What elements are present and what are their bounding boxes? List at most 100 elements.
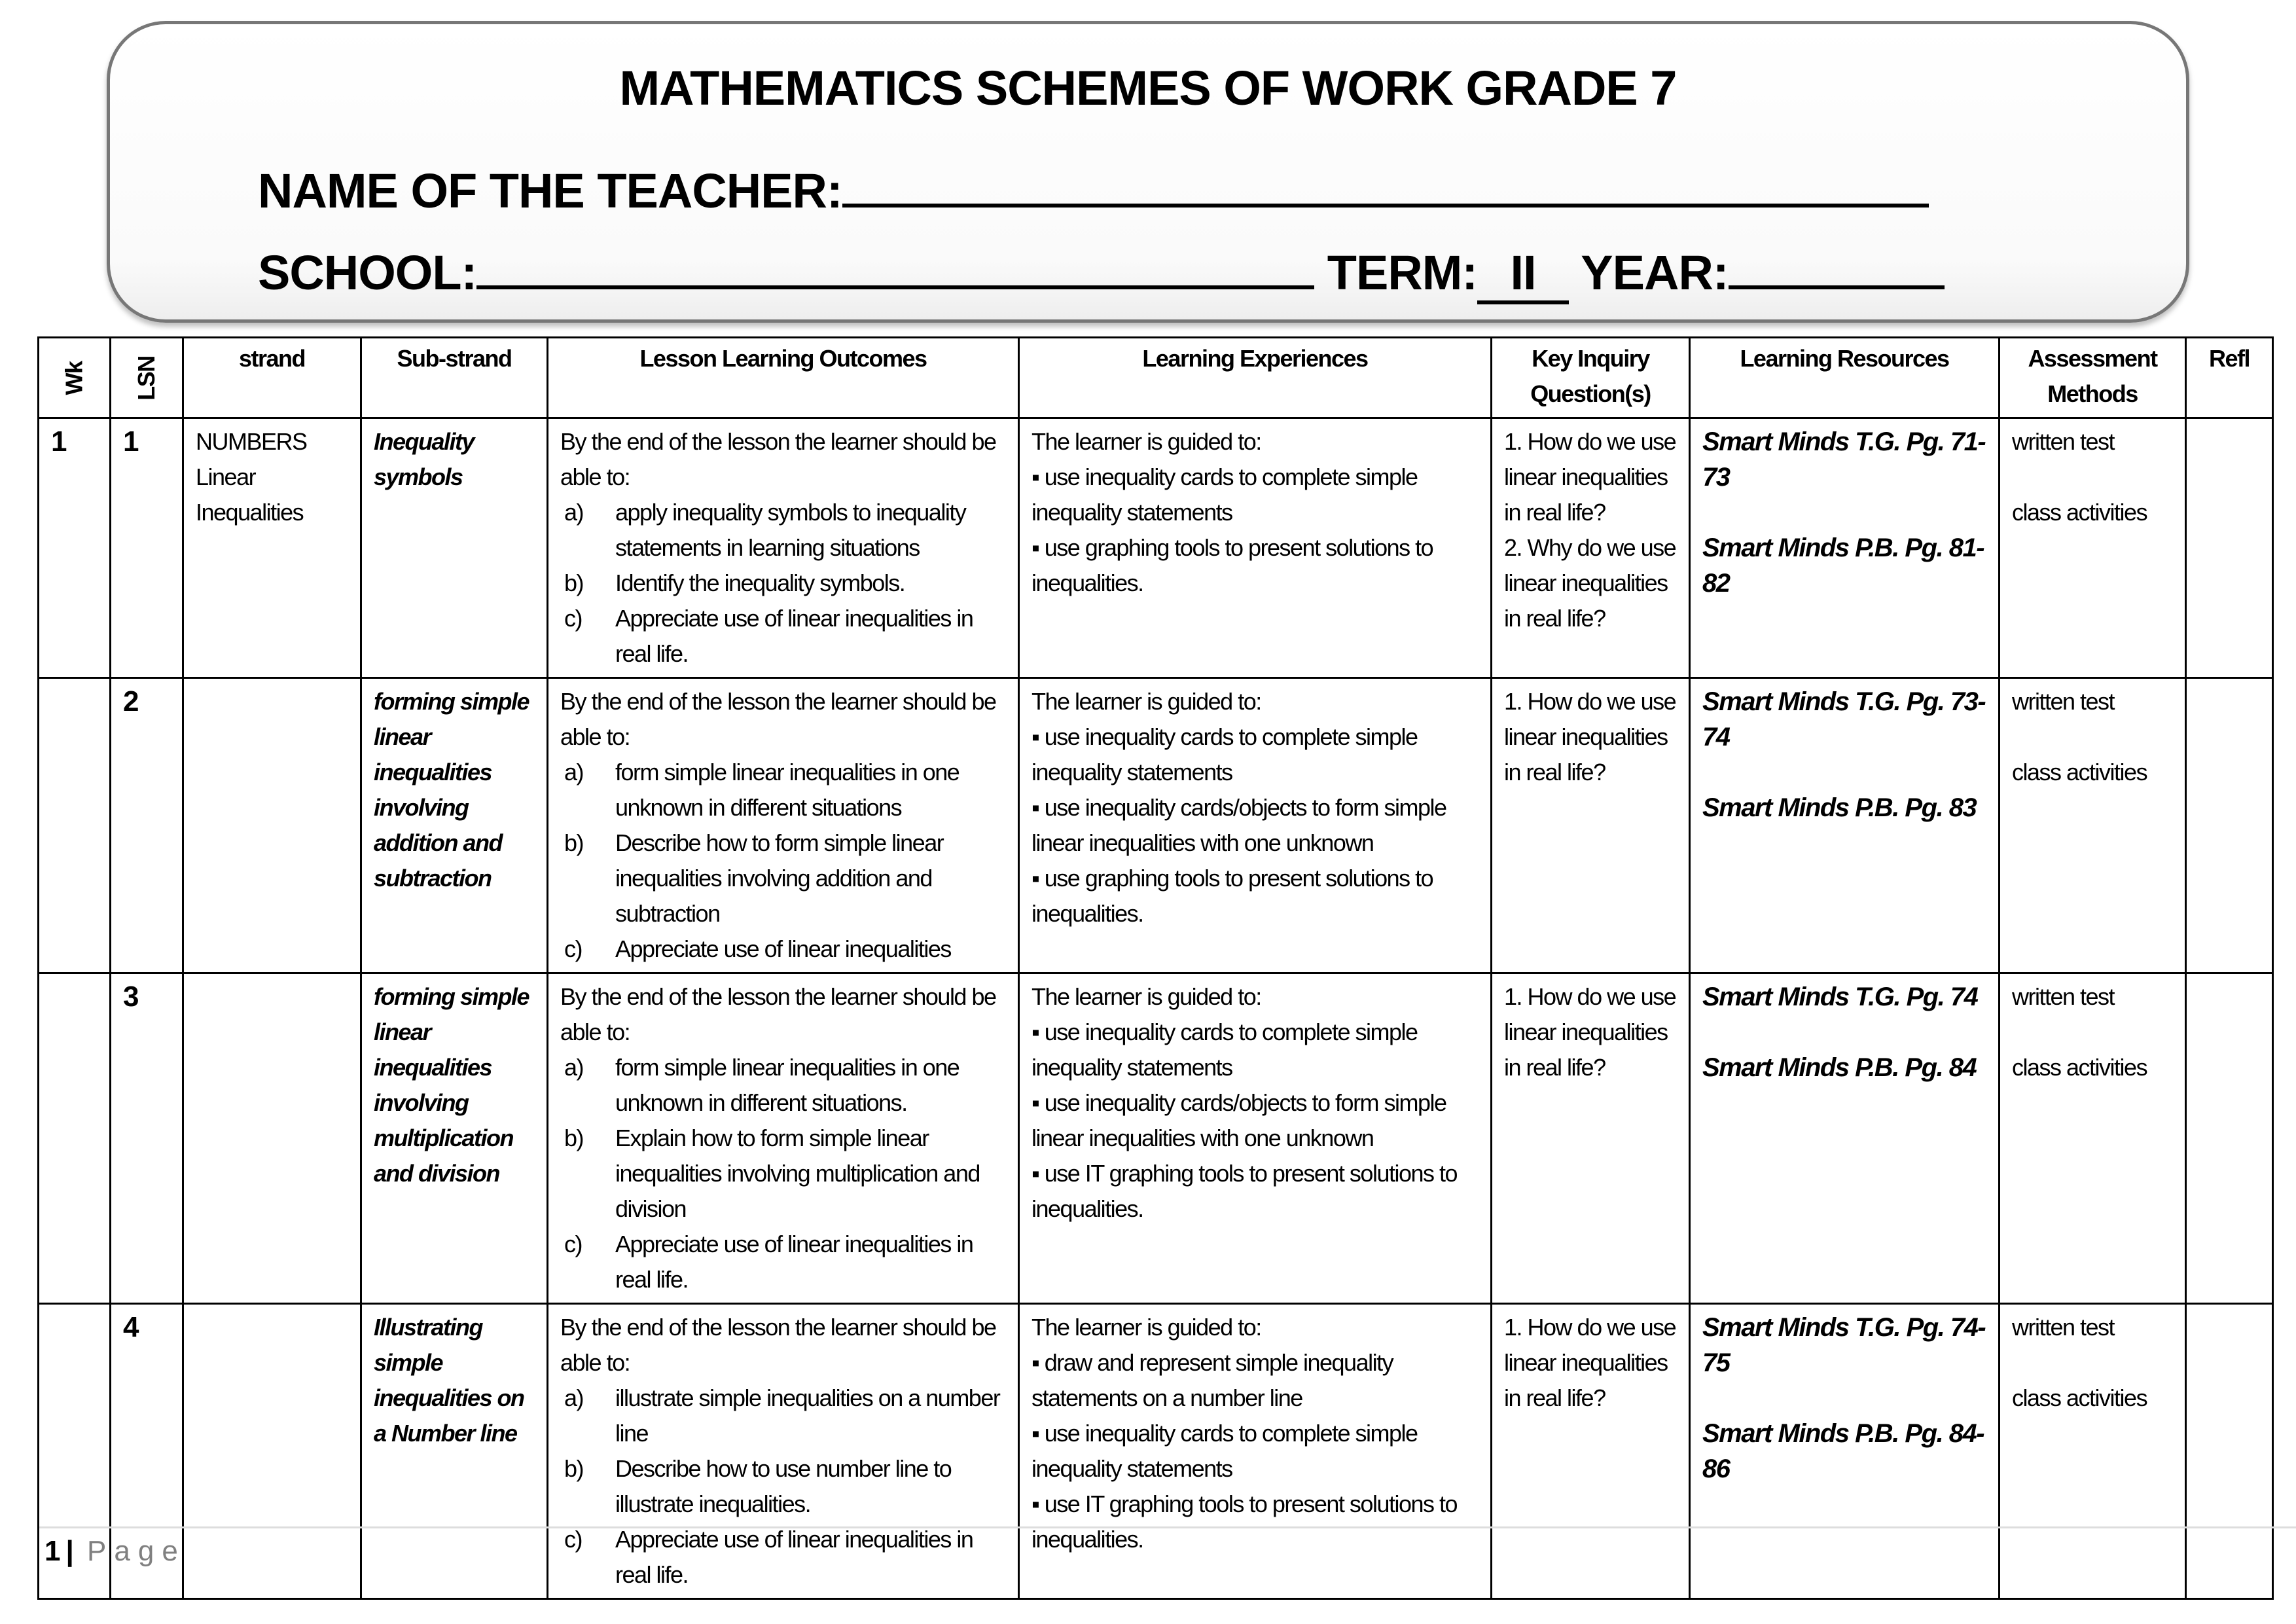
experience-item: ▪ use inequality cards to complete simpl… <box>1031 1015 1479 1085</box>
reflection-cell <box>2185 677 2274 974</box>
bullet-icon: ▪ <box>1031 865 1045 892</box>
outcome-item: b) Describe how to use number line to ill… <box>560 1451 1006 1522</box>
experiences-cell: The learner is guided to: ▪ use inequalit… <box>1018 972 1492 1305</box>
experiences-intro: The learner is guided to: <box>1031 428 1262 455</box>
bullet-icon: ▪ <box>1031 794 1045 821</box>
column-header-lsn: LSN <box>109 336 184 419</box>
header-row: Wk LSN strand Sub-strand Lesson Learning… <box>37 336 2274 419</box>
week-cell <box>37 1303 111 1600</box>
column-header-experiences: Learning Experiences <box>1018 336 1492 419</box>
assessment-cell: written test class activities <box>1998 1303 2187 1600</box>
experiences-cell: The learner is guided to: ▪ use inequalit… <box>1018 417 1492 679</box>
school-label: SCHOOL: <box>258 245 477 300</box>
resource-item: Smart Minds T.G. Pg. 73-74 <box>1702 687 1986 751</box>
strand-line: Inequalities <box>196 499 304 526</box>
assessment-cell: written test class activities <box>1998 677 2187 974</box>
lesson-cell: 2 <box>109 677 184 974</box>
assessment-item: written test <box>2012 688 2115 715</box>
experience-item: ▪ use graphing tools to present solution… <box>1031 530 1479 601</box>
resource-item: Smart Minds P.B. Pg. 84-86 <box>1702 1419 1985 1483</box>
outcome-text: Describe how to use number line to illus… <box>615 1455 952 1517</box>
strand-cell <box>182 1303 362 1600</box>
experience-text: use graphing tools to present solutions … <box>1031 865 1434 927</box>
experience-text: use graphing tools to present solutions … <box>1031 534 1434 596</box>
outcome-text: Appreciate use of linear inequalities <box>615 935 952 962</box>
week-cell <box>37 677 111 974</box>
outcome-label: c) <box>564 935 583 962</box>
bullet-icon: ▪ <box>1031 723 1045 750</box>
column-header-outcomes: Lesson Learning Outcomes <box>547 336 1020 419</box>
spacer <box>1702 1380 1986 1416</box>
year-label: YEAR: <box>1581 245 1729 300</box>
experience-text: use IT graphing tools to present solutio… <box>1031 1490 1458 1553</box>
resource-item: Smart Minds T.G. Pg. 71-73 <box>1702 427 1986 492</box>
resources-cell: Smart Minds T.G. Pg. 71-73 Smart Minds P.… <box>1689 417 2000 679</box>
bullet-icon: ▪ <box>1031 534 1045 561</box>
outcome-label: b) <box>564 829 584 856</box>
outcomes-intro: By the end of the lesson the learner sho… <box>560 428 997 490</box>
assessment-cell: written test class activities <box>1998 417 2187 679</box>
lesson-cell: 3 <box>109 972 184 1305</box>
experience-text: use inequality cards/objects to form sim… <box>1031 1089 1447 1151</box>
spacer <box>1702 495 1986 530</box>
bullet-icon: ▪ <box>1031 1420 1045 1447</box>
experience-item: ▪ use inequality cards to complete simpl… <box>1031 1416 1479 1487</box>
resource-item: Smart Minds T.G. Pg. 74-75 <box>1702 1313 1986 1377</box>
outcomes-intro: By the end of the lesson the learner sho… <box>560 1314 997 1376</box>
assessment-item: written test <box>2012 983 2115 1010</box>
page-separator: | <box>65 1535 74 1567</box>
column-header-resources: Learning Resources <box>1689 336 2000 419</box>
inquiry-question: 1. How do we use linear inequalities in … <box>1504 428 1677 526</box>
spacer <box>2012 460 2173 495</box>
table-row: 4 Illustrating simple inequalities on a N… <box>37 1303 2274 1600</box>
resources-cell: Smart Minds T.G. Pg. 74-75 Smart Minds P.… <box>1689 1303 2000 1600</box>
teacher-name-blank <box>842 166 1929 208</box>
experiences-intro: The learner is guided to: <box>1031 1314 1262 1341</box>
reflection-cell <box>2185 417 2274 679</box>
footer-divider <box>39 1526 2296 1528</box>
outcomes-cell: By the end of the lesson the learner sho… <box>547 677 1020 974</box>
scheme-of-work-table: Wk LSN strand Sub-strand Lesson Learning… <box>37 336 2274 1600</box>
week-cell <box>37 972 111 1305</box>
outcome-item: c) Appreciate use of linear inequalities … <box>560 601 1006 672</box>
assessment-item: written test <box>2012 1314 2115 1341</box>
reflection-cell <box>2185 1303 2274 1600</box>
bullet-icon: ▪ <box>1031 1019 1045 1045</box>
inquiry-question: 1. How do we use linear inequalities in … <box>1504 983 1677 1081</box>
outcome-label: a) <box>564 1384 584 1411</box>
page-footer: 1 | Page <box>45 1535 186 1568</box>
outcome-label: c) <box>564 1526 583 1553</box>
spacer <box>2012 719 2173 755</box>
outcome-label: c) <box>564 1231 583 1257</box>
bullet-icon: ▪ <box>1031 1160 1045 1187</box>
column-header-substrand: Sub-strand <box>360 336 548 419</box>
term-label: TERM: <box>1327 245 1478 300</box>
experiences-intro: The learner is guided to: <box>1031 983 1262 1010</box>
term-value: II <box>1477 245 1570 304</box>
resource-item: Smart Minds P.B. Pg. 84 <box>1702 1053 1977 1082</box>
outcome-label: a) <box>564 1054 584 1081</box>
lesson-cell: 4 <box>109 1303 184 1600</box>
outcomes-cell: By the end of the lesson the learner sho… <box>547 417 1020 679</box>
school-row: SCHOOL: TERM: II YEAR: <box>258 245 1945 304</box>
outcome-text: apply inequality symbols to inequality s… <box>615 499 967 561</box>
resources-cell: Smart Minds T.G. Pg. 74 Smart Minds P.B. … <box>1689 972 2000 1305</box>
school-blank <box>476 247 1315 289</box>
assessment-cell: written test class activities <box>1998 972 2187 1305</box>
outcome-item: b) Identify the inequality symbols. <box>560 566 1006 601</box>
outcome-label: c) <box>564 605 583 632</box>
experience-text: use inequality cards/objects to form sim… <box>1031 794 1447 856</box>
outcomes-cell: By the end of the lesson the learner sho… <box>547 1303 1020 1600</box>
outcome-label: b) <box>564 569 584 596</box>
questions-cell: 1. How do we use linear inequalities in … <box>1490 1303 1691 1600</box>
outcome-item: c) Appreciate use of linear inequalities <box>560 931 1006 967</box>
experience-item: ▪ use graphing tools to present solution… <box>1031 861 1479 931</box>
experience-text: use inequality cards to complete simple … <box>1031 1420 1418 1482</box>
inquiry-question: 2. Why do we use linear inequalities in … <box>1504 534 1677 632</box>
outcome-item: c) Appreciate use of linear inequalities … <box>560 1522 1006 1593</box>
table-row: 1 1 NUMBERS Linear Inequalities Inequality sy… <box>37 417 2274 679</box>
year-blank <box>1728 247 1945 289</box>
spacer <box>2012 1015 2173 1050</box>
lesson-cell: 1 <box>109 417 184 679</box>
outcome-text: Explain how to form simple linear inequa… <box>615 1125 980 1222</box>
